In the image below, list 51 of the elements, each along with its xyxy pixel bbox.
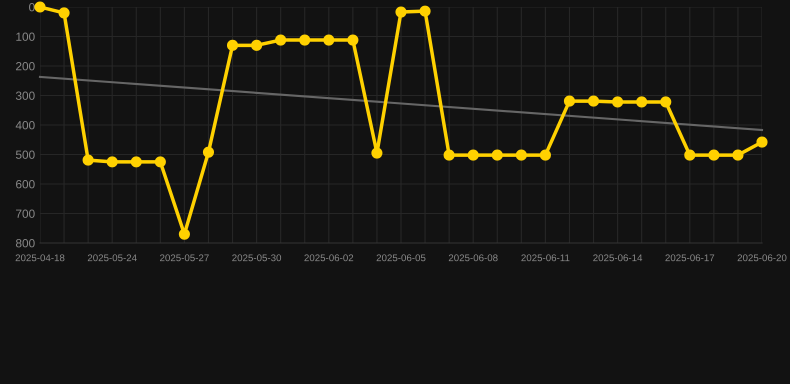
point: [612, 96, 624, 108]
x-tick-label: 2025-06-17: [665, 254, 714, 262]
x-tick-label: 2025-05-27: [160, 254, 209, 262]
x-tick-label: 2025-06-08: [448, 254, 498, 262]
point: [323, 34, 334, 46]
point: [226, 40, 238, 51]
point: [82, 154, 94, 166]
point: [660, 96, 672, 108]
point: [444, 150, 455, 161]
x-tick-label: 2025-04-18: [16, 254, 64, 262]
point: [202, 146, 214, 158]
point: [684, 150, 696, 161]
point: [492, 150, 503, 161]
y-tick-label: 800: [16, 239, 35, 248]
y-tick-label: 400: [16, 121, 35, 130]
y-tick-label: 300: [16, 92, 35, 100]
point: [708, 150, 720, 161]
x-tick-label: 2025-05-30: [232, 254, 282, 262]
point: [178, 228, 190, 240]
x-tick-label: 2025-06-05: [376, 254, 426, 262]
point: [34, 1, 46, 13]
point: [106, 156, 118, 168]
point: [636, 96, 648, 108]
point: [732, 150, 744, 161]
x-tick-label: 2025-06-11: [521, 254, 570, 262]
point: [395, 6, 407, 18]
x-tick-label: 2025-05-24: [88, 254, 137, 262]
y-tick-label: 100: [16, 32, 35, 41]
x-tick-label: 2025-06-14: [593, 254, 642, 262]
point: [347, 34, 358, 46]
x-tick-label: 2025-06-20: [738, 254, 786, 262]
point: [564, 96, 576, 107]
y-tick-label: 500: [16, 150, 35, 159]
point: [154, 156, 166, 168]
y-tick-label: 600: [16, 180, 35, 188]
point: [468, 150, 479, 161]
point: [588, 96, 600, 107]
y-tick-label: 0: [29, 3, 35, 12]
point: [756, 136, 768, 148]
point: [58, 7, 70, 18]
point: [420, 6, 431, 17]
point: [371, 147, 382, 159]
y-tick-label: 200: [16, 62, 35, 70]
x-tick-label: 2025-06-02: [304, 254, 354, 262]
point: [540, 150, 551, 161]
point: [275, 34, 286, 46]
point: [251, 40, 262, 51]
point: [516, 150, 527, 161]
point: [130, 156, 142, 168]
y-tick-label: 700: [16, 210, 35, 218]
point: [299, 34, 310, 46]
